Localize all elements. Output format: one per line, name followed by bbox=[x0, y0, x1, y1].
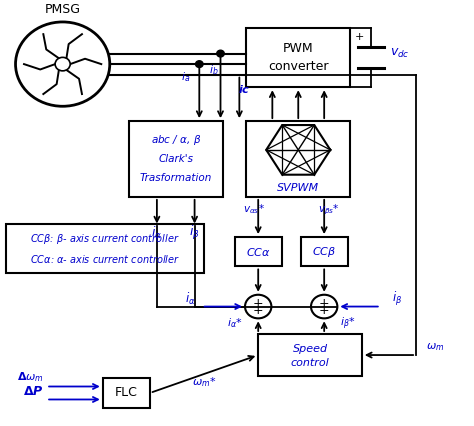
Text: Clark's: Clark's bbox=[158, 154, 193, 164]
Text: Speed: Speed bbox=[292, 344, 328, 354]
Text: converter: converter bbox=[268, 60, 328, 73]
Text: $\boldsymbol{i_b}$: $\boldsymbol{i_b}$ bbox=[209, 63, 218, 78]
Text: PMSG: PMSG bbox=[45, 3, 81, 16]
Bar bbox=[258, 334, 362, 376]
Text: +: + bbox=[319, 304, 329, 317]
Bar bbox=[128, 121, 223, 197]
Text: $\boldsymbol{i_\beta}$: $\boldsymbol{i_\beta}$ bbox=[392, 290, 402, 308]
Text: PWM: PWM bbox=[283, 43, 314, 55]
Text: $\boldsymbol{\omega_m}$: $\boldsymbol{\omega_m}$ bbox=[426, 341, 444, 352]
Circle shape bbox=[55, 58, 70, 71]
Text: $CC\alpha$: $CC\alpha$ bbox=[246, 246, 271, 258]
Text: $\boldsymbol{\Delta P}$: $\boldsymbol{\Delta P}$ bbox=[23, 386, 44, 398]
Text: FLC: FLC bbox=[115, 386, 138, 400]
Text: $\boldsymbol{i_\alpha}$: $\boldsymbol{i_\alpha}$ bbox=[184, 291, 195, 307]
Bar bbox=[246, 121, 350, 197]
Text: +: + bbox=[253, 304, 264, 317]
Bar bbox=[103, 378, 150, 408]
Bar bbox=[301, 237, 348, 267]
Text: abc / $\alpha$, $\beta$: abc / $\alpha$, $\beta$ bbox=[151, 133, 201, 147]
Text: $\boldsymbol{i_\beta}$: $\boldsymbol{i_\beta}$ bbox=[189, 224, 200, 242]
Text: $\boldsymbol{v_{\beta s}}$*: $\boldsymbol{v_{\beta s}}$* bbox=[318, 202, 340, 217]
Text: +: + bbox=[355, 32, 364, 42]
Text: $\boldsymbol{i_\alpha}$: $\boldsymbol{i_\alpha}$ bbox=[151, 225, 163, 241]
Circle shape bbox=[217, 50, 224, 57]
Text: $\boldsymbol{\omega_m}$*: $\boldsymbol{\omega_m}$* bbox=[192, 376, 216, 389]
Text: $\boldsymbol{v_{\alpha s}}$*: $\boldsymbol{v_{\alpha s}}$* bbox=[243, 203, 264, 216]
Text: $CC\alpha$: $\alpha$- axis current controller: $CC\alpha$: $\alpha$- axis current contr… bbox=[30, 253, 180, 265]
Text: $CC\beta$: $CC\beta$ bbox=[312, 245, 337, 259]
Text: $\boldsymbol{v_{dc}}$: $\boldsymbol{v_{dc}}$ bbox=[390, 47, 410, 60]
Text: $\boldsymbol{ic}$: $\boldsymbol{ic}$ bbox=[238, 83, 250, 95]
Bar bbox=[6, 225, 204, 273]
Text: +: + bbox=[253, 296, 264, 310]
Circle shape bbox=[245, 295, 272, 318]
Text: Trasformation: Trasformation bbox=[139, 173, 212, 183]
Text: $\boldsymbol{i_a}$: $\boldsymbol{i_a}$ bbox=[181, 70, 190, 83]
Bar bbox=[246, 28, 350, 87]
Text: $\boldsymbol{i_\beta}$*: $\boldsymbol{i_\beta}$* bbox=[340, 315, 356, 331]
Text: SVPWM: SVPWM bbox=[277, 183, 319, 193]
Bar bbox=[235, 237, 282, 267]
Text: +: + bbox=[319, 296, 329, 310]
Text: $\boldsymbol{i_\alpha}$*: $\boldsymbol{i_\alpha}$* bbox=[227, 317, 243, 330]
Circle shape bbox=[196, 61, 203, 67]
Circle shape bbox=[311, 295, 337, 318]
Text: $\boldsymbol{\Delta\omega_m}$: $\boldsymbol{\Delta\omega_m}$ bbox=[17, 370, 44, 384]
Text: control: control bbox=[291, 358, 329, 368]
Circle shape bbox=[16, 22, 110, 106]
Text: $CC\beta$: $\beta$- axis current controller: $CC\beta$: $\beta$- axis current control… bbox=[30, 232, 180, 246]
